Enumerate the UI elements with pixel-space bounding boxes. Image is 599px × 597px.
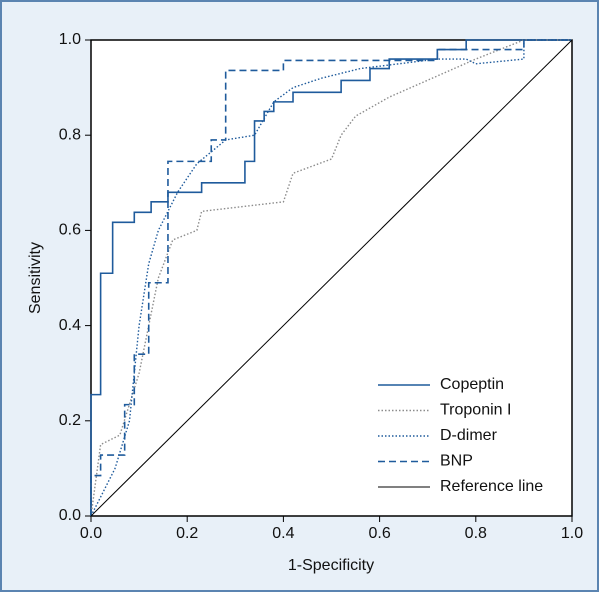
- y-axis-title: Sensitivity: [27, 242, 44, 314]
- x-axis-title: 1-Specificity: [288, 557, 374, 574]
- x-tick-label: 1.0: [561, 525, 583, 542]
- y-tick-label: 0.2: [59, 412, 81, 429]
- roc-line: [90, 39, 572, 517]
- y-tick-label: 0.6: [59, 222, 81, 239]
- x-tick-label: 0.8: [465, 525, 487, 542]
- legend-label: Reference line: [440, 478, 543, 495]
- y-tick-label: 0.4: [59, 317, 81, 334]
- x-tick-label: 0.0: [80, 525, 102, 542]
- roc-line: [90, 39, 572, 516]
- x-tick-label: 0.4: [272, 525, 294, 542]
- roc-line: [90, 39, 573, 517]
- y-tick-label: 1.0: [59, 31, 81, 48]
- roc-line: [90, 39, 572, 516]
- x-tick-label: 0.6: [368, 525, 390, 542]
- legend-label: BNP: [440, 453, 473, 470]
- x-tick-label: 0.2: [176, 525, 198, 542]
- legend-label: D-dimer: [440, 427, 498, 444]
- y-tick-label: 0.0: [59, 507, 81, 524]
- legend-label: Troponin I: [440, 402, 511, 419]
- legend-label: Copeptin: [440, 376, 504, 393]
- y-tick-label: 0.8: [59, 126, 81, 143]
